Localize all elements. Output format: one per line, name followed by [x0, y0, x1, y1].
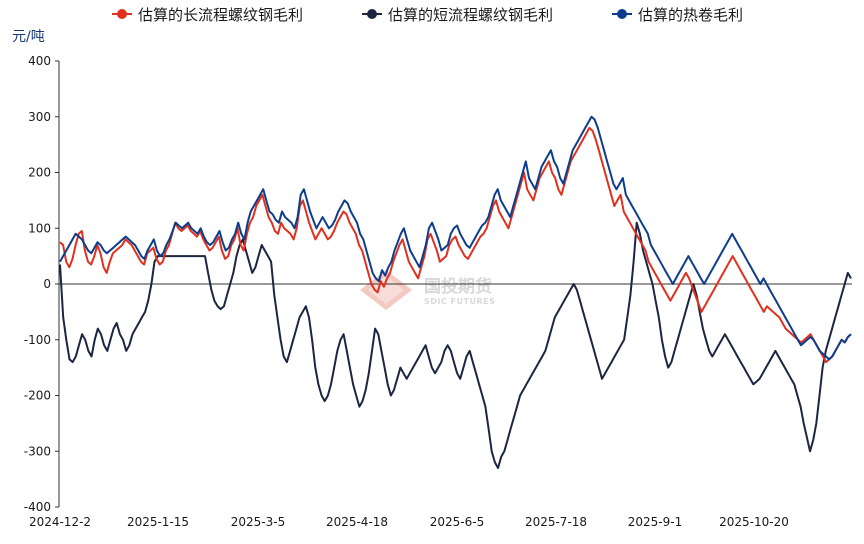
- x-tick-label: 2025-1-15: [127, 515, 189, 529]
- y-tick-label: 400: [28, 54, 51, 68]
- y-tick-label: -400: [24, 500, 51, 514]
- series-line-short-process: [59, 221, 852, 469]
- series-line-long-process: [59, 126, 852, 364]
- watermark-en: SDIC FUTURES: [424, 297, 495, 306]
- series-layer: [59, 115, 852, 469]
- legend-label-long-process: 估算的长流程螺纹钢毛利: [138, 6, 303, 24]
- legend-label-hot-coil: 估算的热卷毛利: [638, 6, 743, 24]
- y-tick-label: -300: [24, 444, 51, 458]
- x-tick-label: 2025-10-20: [719, 515, 789, 529]
- x-tick-label: 2025-4-18: [326, 515, 388, 529]
- y-tick-label: 0: [43, 277, 51, 291]
- legend-label-short-process: 估算的短流程螺纹钢毛利: [388, 6, 553, 24]
- y-tick-label: -200: [24, 389, 51, 403]
- y-tick-label: 200: [28, 166, 51, 180]
- x-tick-label: 2025-3-5: [231, 515, 285, 529]
- y-tick-label: 300: [28, 110, 51, 124]
- legend-marker-hot-coil: [617, 9, 627, 19]
- watermark-cn: 国投期货: [424, 276, 492, 297]
- x-tick-label: 2024-12-2: [29, 515, 91, 529]
- y-tick-label: 100: [28, 221, 51, 235]
- x-tick-label: 2025-7-18: [525, 515, 587, 529]
- legend-marker-short-process: [367, 9, 377, 19]
- series-line-hot-coil: [59, 115, 852, 361]
- legend-marker-long-process: [117, 9, 127, 19]
- x-ticks: 2024-12-2 2025-1-15 2025-3-5 2025-4-18 2025-…: [29, 515, 789, 529]
- y-axis-unit-label: 元/吨: [12, 29, 45, 45]
- x-tick-label: 2025-9-1: [628, 515, 682, 529]
- x-tick-label: 2025-6-5: [430, 515, 484, 529]
- legend: 估算的长流程螺纹钢毛利 估算的短流程螺纹钢毛利 估算的热卷毛利: [112, 6, 743, 24]
- watermark: 国投期货 SDIC FUTURES: [360, 270, 495, 310]
- y-tick-label: -100: [24, 333, 51, 347]
- y-ticks: 400 300 200 100 0 -100 -200 -300 -400: [24, 54, 59, 514]
